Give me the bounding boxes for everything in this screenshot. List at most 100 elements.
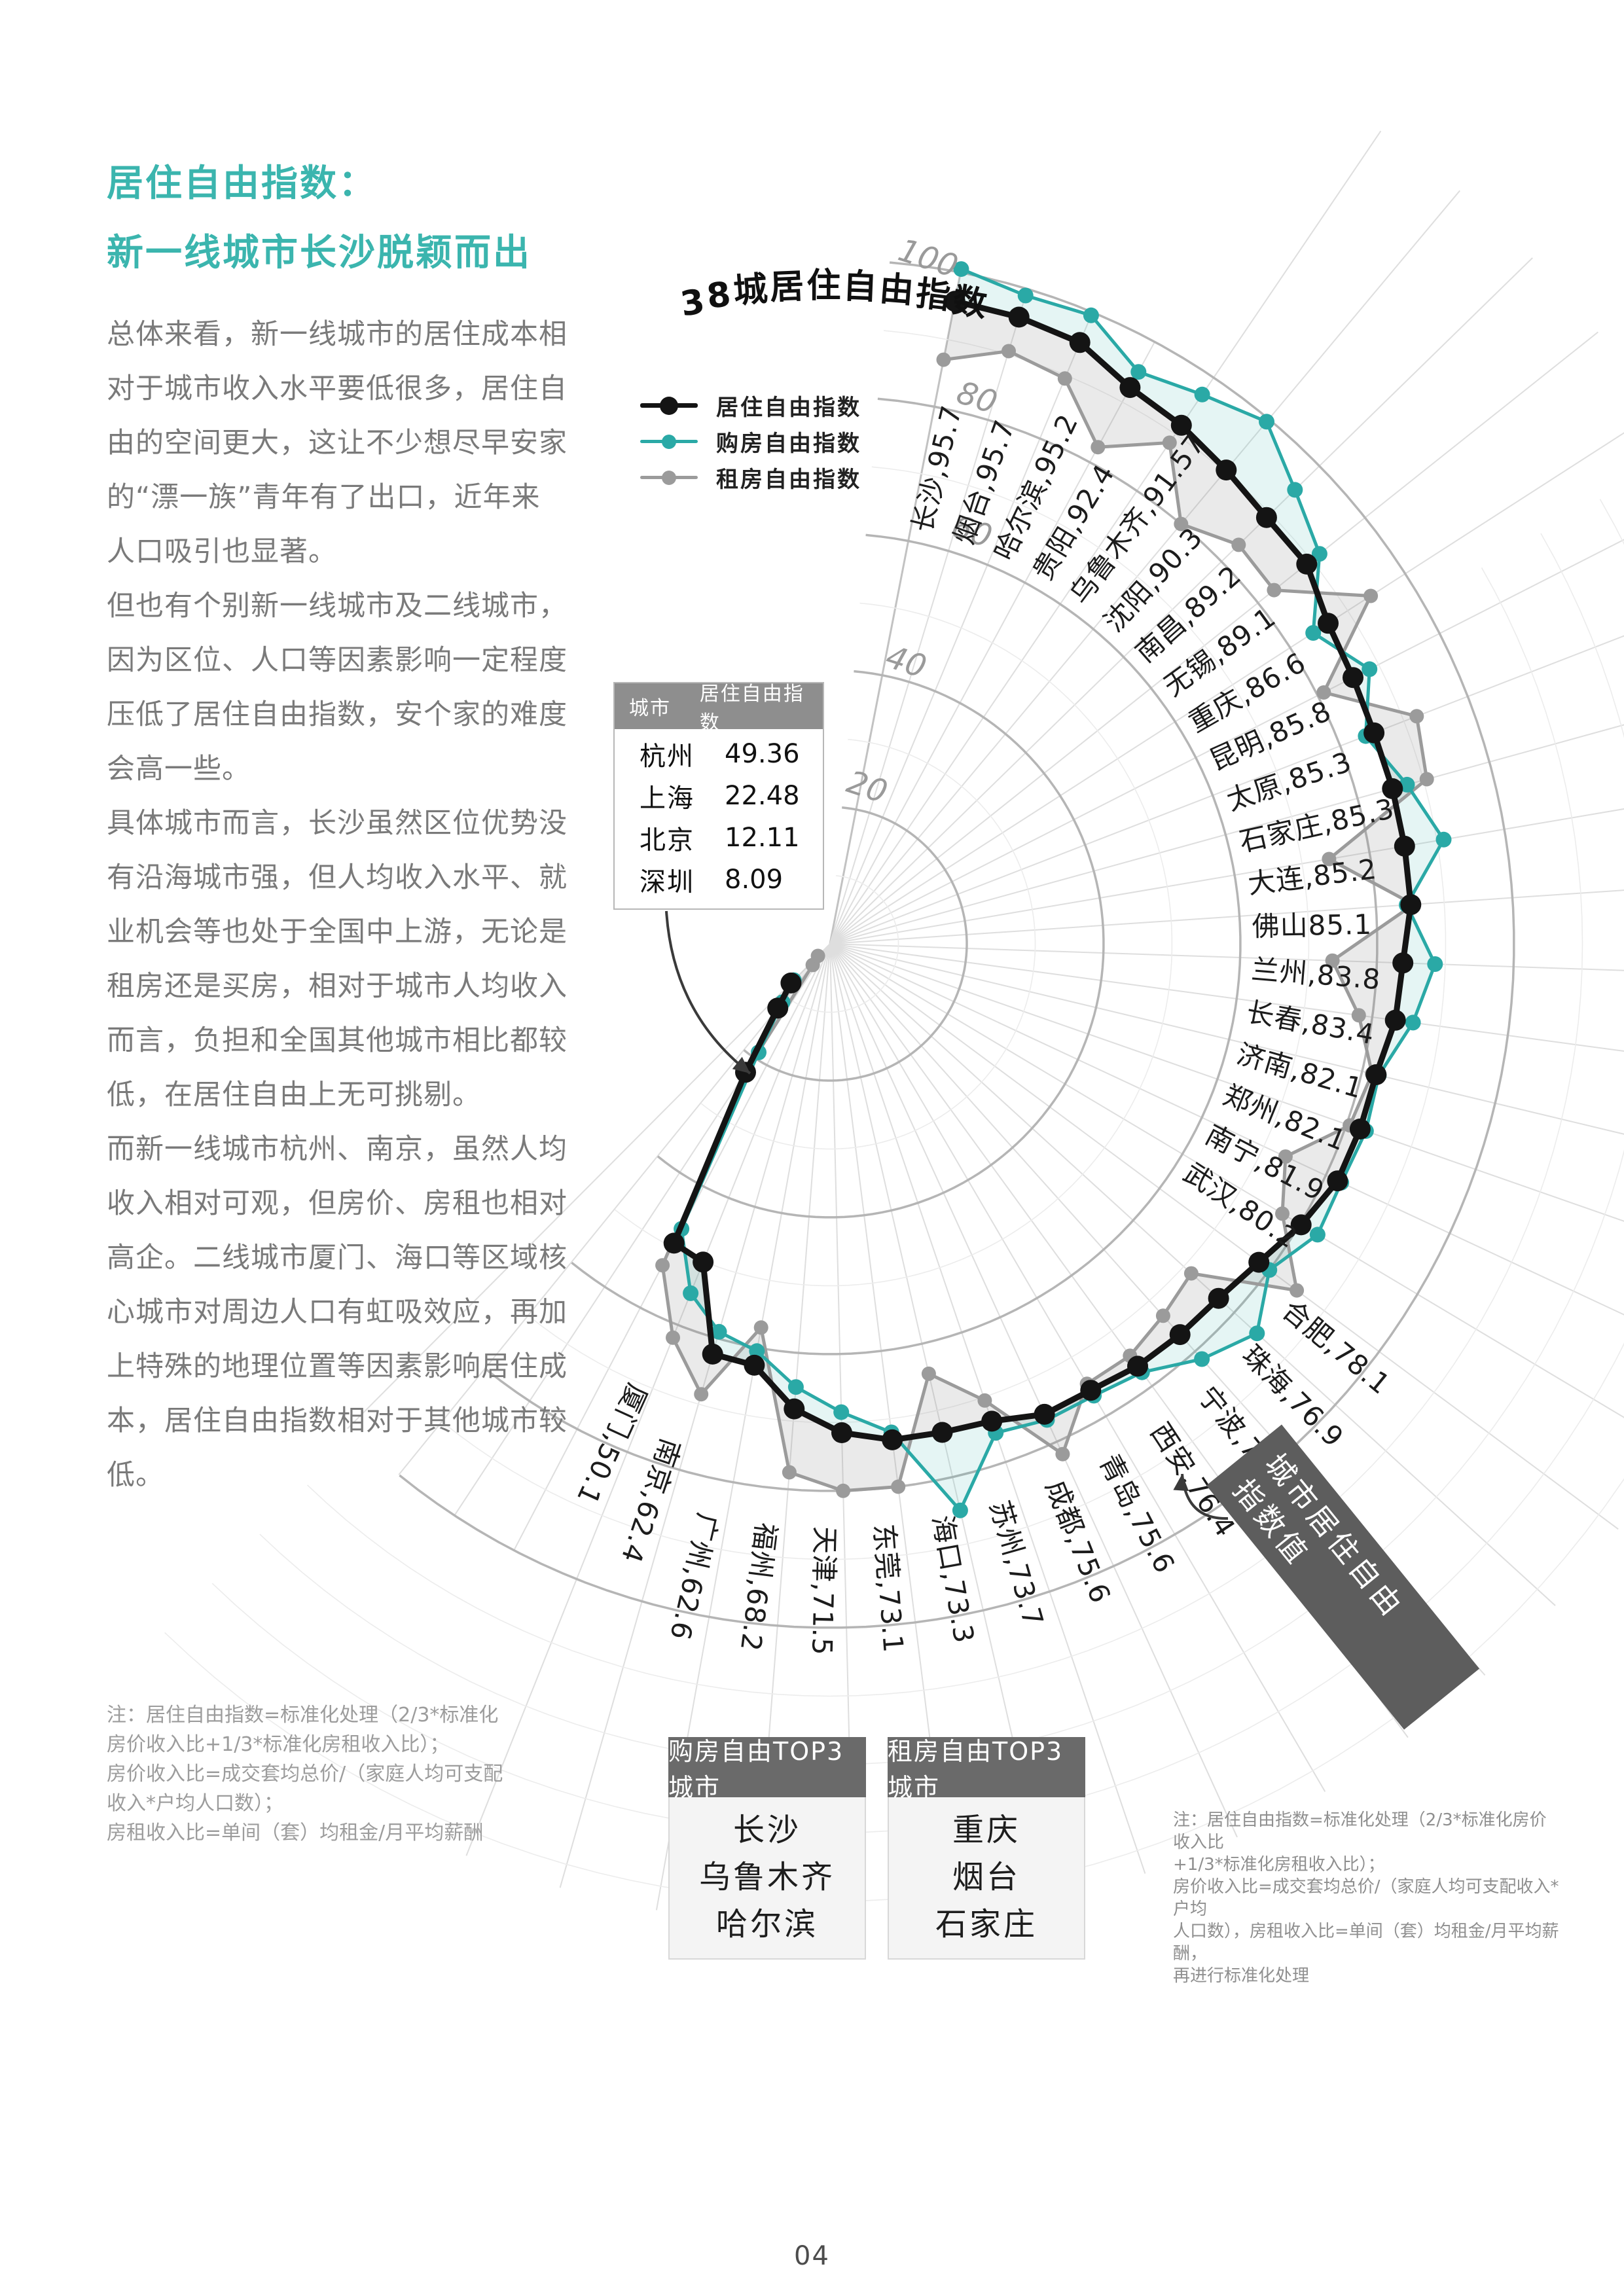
page-number: 04 bbox=[794, 2241, 830, 2271]
grid-ring-major bbox=[399, 261, 1515, 1629]
article-line: 本，居住自由指数相对于其他城市较 bbox=[107, 1405, 568, 1437]
legend-dot-icon bbox=[662, 434, 676, 449]
series-point bbox=[683, 1285, 699, 1301]
series-point bbox=[833, 1404, 850, 1420]
chart-title-char: 自 bbox=[842, 266, 881, 308]
series-point bbox=[1409, 709, 1424, 724]
series-point bbox=[1055, 1446, 1070, 1462]
series-point bbox=[663, 1232, 685, 1254]
city-label: 大连,85.2 bbox=[1246, 853, 1379, 900]
article-line: 总体来看，新一线城市的居住成本相 bbox=[107, 318, 568, 351]
legend-item: 购房自由指数 bbox=[640, 423, 861, 459]
article-line: 心城市对周边人口有虹吸效应，再加 bbox=[107, 1296, 568, 1329]
series-point bbox=[952, 1502, 968, 1518]
article-line: 租房还是买房，相对于城市人均收入 bbox=[107, 970, 568, 1003]
spoke-line bbox=[829, 943, 1619, 1530]
grid-ring-minor bbox=[528, 466, 1310, 1424]
article-line: 但也有个别新一线城市及二线城市， bbox=[107, 590, 568, 622]
spoke-line bbox=[829, 539, 1624, 944]
series-point bbox=[1083, 307, 1099, 323]
series-point bbox=[1296, 553, 1318, 575]
table-cell-value: 22.48 bbox=[725, 781, 800, 811]
series-point bbox=[753, 1320, 768, 1335]
article-line: 的“漂一族”青年有了出口，近年来 bbox=[107, 481, 541, 514]
index-table-header: 城市 居住自由指数 bbox=[615, 683, 823, 734]
spoke-line bbox=[829, 257, 1533, 944]
series-point bbox=[1183, 1266, 1199, 1281]
chart-title: 38城居住自由指数 bbox=[677, 266, 992, 325]
series-point bbox=[882, 1429, 903, 1450]
city-label: 东莞,73.1 bbox=[868, 1522, 910, 1654]
grid-ring-major bbox=[657, 670, 1105, 1219]
table-row: 上海 22.48 bbox=[615, 775, 823, 817]
band-pointer-arrow-head bbox=[1173, 1474, 1189, 1492]
note-line: 注：居住自由指数=标准化处理（2/3*标准化 bbox=[107, 1704, 499, 1727]
spoke-line bbox=[829, 943, 1624, 1135]
right-note: 注：居住自由指数=标准化处理（2/3*标准化房价收入比 +1/3*标准化房租收入比… bbox=[1173, 1809, 1559, 1987]
spoke-line bbox=[347, 943, 831, 1429]
legend-item: 居住自由指数 bbox=[640, 387, 861, 423]
series-point bbox=[1194, 386, 1210, 403]
legend-label: 居住自由指数 bbox=[716, 395, 861, 421]
series-point bbox=[666, 1330, 680, 1345]
grid-ring-minor bbox=[786, 875, 899, 1013]
series-point bbox=[1267, 583, 1282, 598]
page-title: 居住自由指数： 新一线城市长沙脱颖而出 bbox=[107, 149, 532, 288]
table-cell-city: 上海 bbox=[640, 783, 695, 814]
table-cell-value: 12.11 bbox=[725, 823, 800, 853]
spoke-line bbox=[829, 432, 1624, 944]
series-point bbox=[1363, 722, 1385, 744]
spoke-line bbox=[829, 943, 1146, 1874]
series-point bbox=[936, 352, 951, 367]
article-line: 而言，负担和全国其他城市相比都较 bbox=[107, 1024, 568, 1057]
top3-city: 重庆 bbox=[952, 1812, 1020, 1848]
spoke-line bbox=[829, 331, 1598, 944]
series-point bbox=[1290, 1214, 1312, 1236]
chart-title-char: 居 bbox=[769, 266, 808, 308]
spoke-line bbox=[829, 943, 1624, 1316]
top3-city: 乌鲁木齐 bbox=[698, 1859, 835, 1895]
series-point bbox=[977, 1393, 992, 1408]
series-point bbox=[1419, 772, 1434, 787]
legend-label: 租房自由指数 bbox=[716, 467, 861, 493]
series-point bbox=[1392, 952, 1414, 974]
article-line: 低，在居住自由上无可挑剔。 bbox=[107, 1079, 481, 1111]
series-point bbox=[1255, 507, 1277, 528]
chart-legend: 居住自由指数 购房自由指数租房自由指数 bbox=[640, 387, 861, 495]
top3-rent-list: 重庆 烟台 石家庄 bbox=[888, 1797, 1085, 1960]
series-point bbox=[1034, 1403, 1055, 1425]
series-line-1 bbox=[679, 267, 1445, 1513]
chart-title-char: 指 bbox=[914, 274, 956, 317]
legend-line-swatch-icon bbox=[640, 470, 698, 485]
series-point bbox=[694, 1387, 709, 1402]
chart-title-char: 3 bbox=[677, 281, 710, 325]
grid-ring-major bbox=[571, 533, 1242, 1355]
article-line: 对于城市收入水平要低很多，居住自 bbox=[107, 372, 568, 405]
note-line-sm: +1/3*标准化房租收入比）； bbox=[1173, 1855, 1385, 1874]
spoke-line bbox=[829, 724, 1624, 944]
series-point bbox=[1001, 344, 1016, 359]
axis-band-bg bbox=[1206, 1424, 1480, 1730]
spoke-line bbox=[829, 943, 1624, 971]
table-header-index: 居住自由指数 bbox=[699, 683, 804, 734]
table-row: 北京 12.11 bbox=[615, 817, 823, 859]
series-point bbox=[1017, 287, 1034, 304]
table-cell-value: 49.36 bbox=[725, 739, 800, 769]
grid-ring-minor bbox=[700, 738, 1036, 1150]
series-point bbox=[953, 261, 969, 278]
series-point bbox=[1351, 1008, 1366, 1023]
series-point bbox=[1309, 1227, 1326, 1243]
note-line-sm: 房价收入比=成交套均总价/（家庭人均可支配收入*户均 bbox=[1173, 1877, 1559, 1919]
article-line: 高企。二线城市厦门、海口等区域核 bbox=[107, 1242, 568, 1274]
series-point bbox=[782, 1465, 797, 1480]
series-point bbox=[1363, 588, 1379, 603]
series-point bbox=[1080, 1380, 1102, 1401]
series-point bbox=[655, 1258, 670, 1273]
series-point bbox=[1170, 414, 1192, 436]
series-point bbox=[1305, 625, 1322, 641]
series-point bbox=[1248, 1251, 1270, 1273]
article-line: 而新一线城市杭州、南京，虽然人均 bbox=[107, 1133, 568, 1166]
article-line: 会高一些。 bbox=[107, 753, 251, 785]
spoke-line bbox=[829, 130, 1382, 944]
